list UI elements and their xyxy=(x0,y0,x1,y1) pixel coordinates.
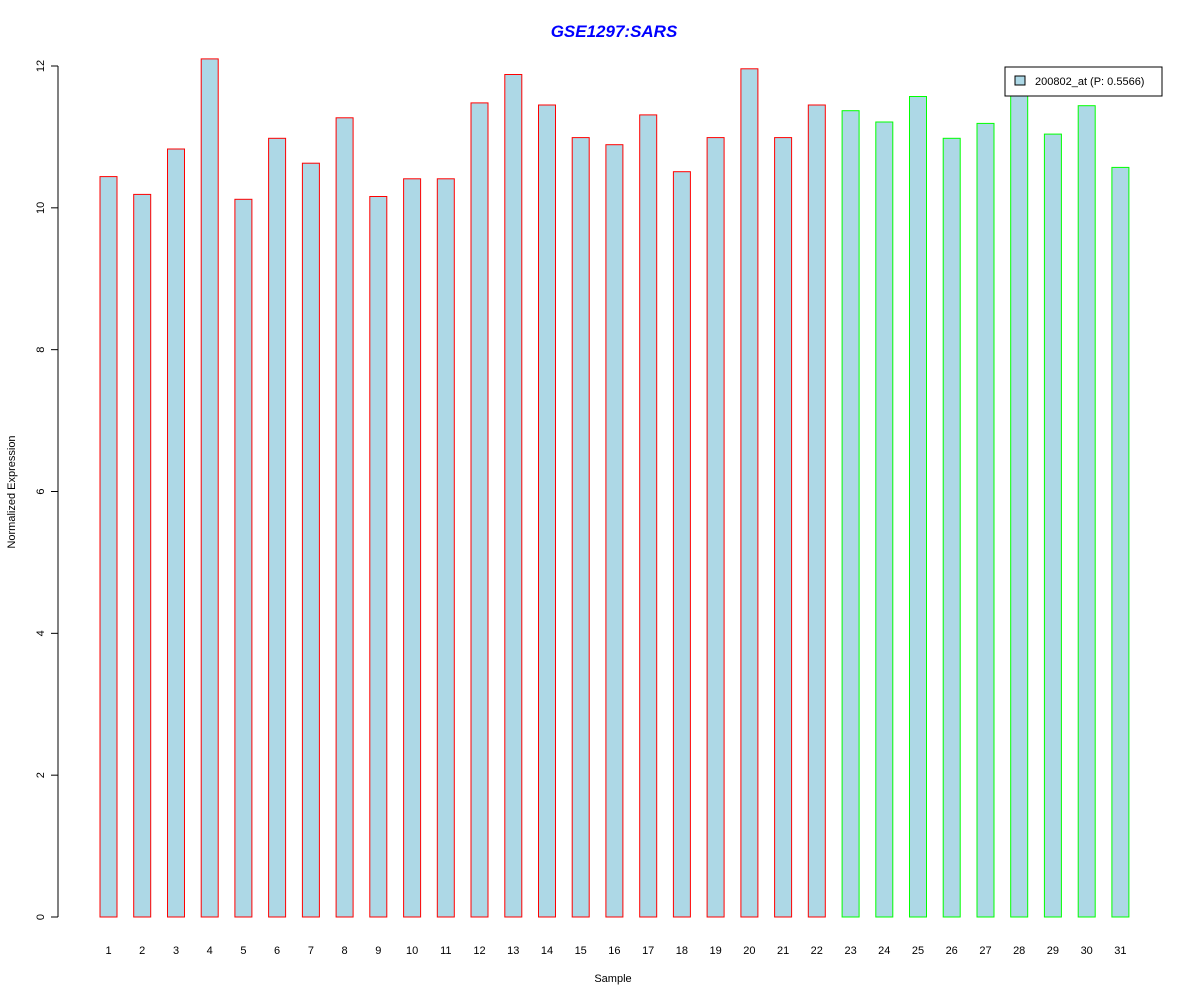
bar xyxy=(1043,133,1062,918)
x-tick-label: 15 xyxy=(575,945,587,957)
y-axis: 0 2 4 6 8 10 12 xyxy=(35,60,59,920)
x-tick-label: 20 xyxy=(743,945,755,957)
x-tick-label: 25 xyxy=(912,945,924,957)
x-tick-label: 16 xyxy=(608,945,620,957)
x-tick-label: 3 xyxy=(173,945,179,957)
bar xyxy=(942,137,961,918)
x-tick-label: 17 xyxy=(642,945,654,957)
x-tick-label: 28 xyxy=(1013,945,1025,957)
bar xyxy=(167,148,185,918)
bar xyxy=(268,137,287,918)
x-tick-label: 27 xyxy=(979,945,991,957)
x-tick-label: 12 xyxy=(473,945,485,957)
legend-box xyxy=(1004,66,1163,97)
legend-swatch xyxy=(1014,75,1026,86)
x-tick-label: 9 xyxy=(375,945,381,957)
x-tick-label: 13 xyxy=(507,945,519,957)
bar xyxy=(1010,90,1029,918)
x-tick-label: 6 xyxy=(274,945,280,957)
chart-title: GSE1297:SARS xyxy=(551,22,678,41)
bar xyxy=(301,162,320,918)
bar xyxy=(571,137,590,918)
bar xyxy=(99,176,118,918)
bar xyxy=(335,117,354,918)
x-tick-label: 26 xyxy=(946,945,958,957)
x-tick-label: 4 xyxy=(207,945,213,957)
bar xyxy=(672,171,691,918)
bar xyxy=(909,96,927,918)
bar xyxy=(436,178,455,918)
bar xyxy=(538,104,556,918)
x-tick-label: 5 xyxy=(240,945,246,957)
bar xyxy=(841,110,860,918)
bar xyxy=(470,102,489,918)
x-tick-label: 8 xyxy=(342,945,348,957)
bar xyxy=(1077,105,1096,918)
x-tick-label: 21 xyxy=(777,945,789,957)
x-tick-label: 7 xyxy=(308,945,314,957)
x-tick-label: 19 xyxy=(709,945,721,957)
y-tick-label: 6 xyxy=(35,488,47,494)
bar xyxy=(369,196,388,918)
bar xyxy=(774,137,793,918)
bar xyxy=(976,122,995,918)
x-tick-label: 10 xyxy=(406,945,418,957)
bar xyxy=(1111,166,1130,918)
bar xyxy=(504,74,523,918)
bar xyxy=(403,178,422,918)
bar xyxy=(639,114,658,918)
x-tick-label: 31 xyxy=(1114,945,1126,957)
y-tick-label: 0 xyxy=(35,914,47,920)
y-tick-label: 8 xyxy=(35,347,47,353)
x-tick-label: 24 xyxy=(878,945,890,957)
bar xyxy=(133,193,152,918)
y-tick-label: 10 xyxy=(35,202,47,214)
bar xyxy=(807,104,826,918)
bars xyxy=(99,58,1130,918)
x-tick-label: 29 xyxy=(1047,945,1059,957)
bar xyxy=(605,144,624,918)
x-tick-label: 14 xyxy=(541,945,553,957)
bar xyxy=(875,121,894,918)
x-tick-label: 2 xyxy=(139,945,145,957)
x-tick-labels: 1 2 3 4 5 6 7 8 9 10 11 12 13 14 15 16 17 18 19 20 21 22 23 24 2… xyxy=(105,945,1126,957)
x-tick-label: 1 xyxy=(105,945,111,957)
bar xyxy=(234,198,253,918)
bar xyxy=(706,137,725,918)
y-tick-label: 4 xyxy=(35,630,47,636)
x-tick-label: 11 xyxy=(440,945,451,957)
legend: 200802_at (P: 0.5566) xyxy=(1004,66,1163,97)
bar xyxy=(200,58,219,918)
bar xyxy=(740,68,759,918)
y-tick-label: 12 xyxy=(35,60,47,72)
x-tick-label: 23 xyxy=(844,945,856,957)
legend-label: 200802_at (P: 0.5566) xyxy=(1035,76,1144,88)
x-axis-label: Sample xyxy=(594,973,631,985)
y-axis-label: Normalized Expression xyxy=(6,435,18,548)
x-tick-label: 18 xyxy=(676,945,688,957)
x-tick-label: 30 xyxy=(1081,945,1093,957)
y-tick-label: 2 xyxy=(35,772,47,778)
x-tick-label: 22 xyxy=(811,945,823,957)
